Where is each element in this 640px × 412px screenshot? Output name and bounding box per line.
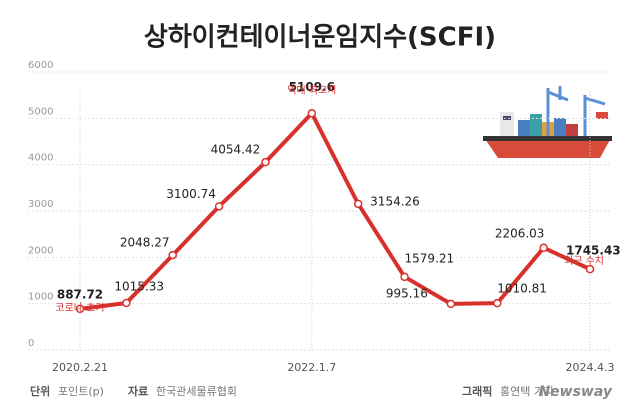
unit-label: 단위: [30, 384, 50, 398]
x-tick-label: 2020.2.21: [52, 361, 108, 374]
credit-label: 그래픽: [462, 384, 492, 398]
data-label: 1010.81: [497, 282, 547, 296]
data-label: 2048.27: [120, 236, 170, 250]
brand: Newsway: [538, 384, 612, 400]
y-tick-label: 2000: [28, 245, 53, 256]
data-point: [168, 250, 177, 260]
data-label: 4054.42: [211, 143, 261, 157]
data-label: 3100.74: [166, 187, 216, 201]
data-point: [214, 202, 224, 211]
unit: 포인트(p): [58, 385, 104, 398]
y-tick-label: 0: [28, 338, 34, 349]
y-tick-label: 1000: [28, 292, 53, 303]
data-point: [75, 304, 85, 314]
data-point: [493, 298, 502, 308]
annotation: 역대 최고치: [287, 84, 336, 96]
ship-illustration: [483, 86, 612, 158]
y-tick-label: 3000: [28, 199, 53, 210]
data-point: [585, 264, 595, 274]
data-label: 3154.26: [370, 194, 420, 208]
data-label: 995.16: [386, 286, 428, 300]
annotation: 코로나 초기: [55, 302, 104, 314]
data-label: 1745.43: [566, 244, 621, 258]
source-label: 자료: [128, 384, 148, 398]
source: 한국관세물류협회: [156, 385, 237, 398]
data-point: [446, 299, 456, 309]
data-point: [307, 109, 317, 118]
data-point: [400, 272, 409, 282]
data-label: 2206.03: [495, 226, 545, 240]
credit: 홍연택 기자: [500, 384, 554, 398]
data-point: [539, 243, 548, 253]
data-label: 887.72: [57, 287, 103, 301]
x-tick-label: 2022.1.7: [287, 361, 336, 374]
data-line: [79, 111, 591, 311]
y-tick-label: 5000: [28, 106, 53, 117]
chart-title: 상하이컨테이너운임지수(SCFI): [144, 23, 496, 53]
x-tick-label: 2024.4.3: [566, 361, 615, 374]
data-label: 5109.6: [289, 80, 335, 94]
y-tick-label: 4000: [28, 153, 53, 164]
data-label: 1579.21: [405, 251, 455, 265]
annotation: 최근 수치: [564, 255, 604, 267]
data-point: [122, 298, 131, 308]
data-label: 1015.33: [114, 279, 164, 293]
data-point: [261, 157, 270, 167]
y-tick-label: 6000: [28, 60, 53, 71]
data-point: [353, 199, 363, 209]
